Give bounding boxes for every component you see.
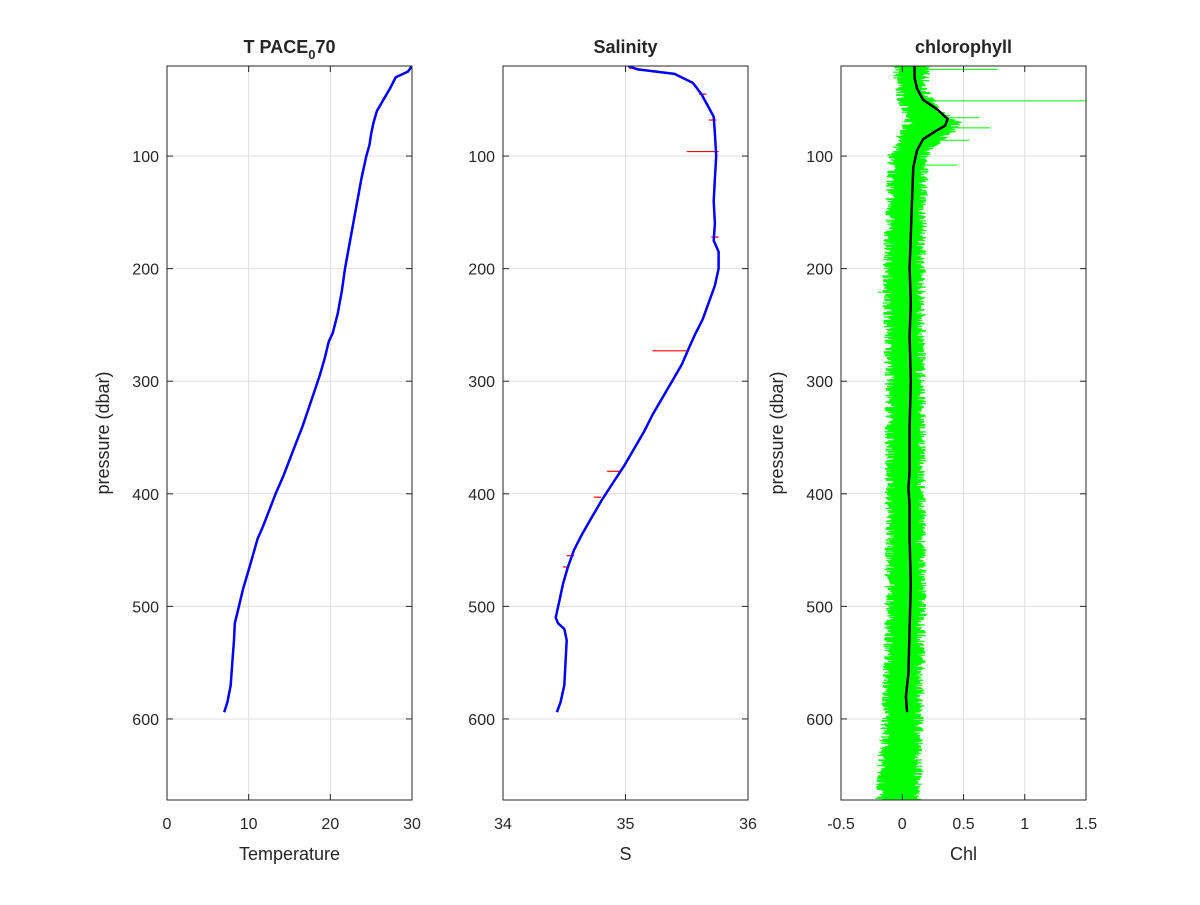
- x-axis-label: S: [619, 844, 631, 864]
- series-line: [554, 66, 720, 713]
- x-axis-label: Temperature: [239, 844, 340, 864]
- x-tick-label: 0: [898, 816, 907, 833]
- axes-3: -0.5 0 0.5 1 1.5 100 200 300 400 500 600 chlorophyl…: [767, 37, 1097, 864]
- title-suffix: 70: [315, 37, 335, 57]
- y-tick-label: 400: [132, 487, 159, 504]
- x-tick-label: 1: [1020, 816, 1029, 833]
- title-main: Salinity: [593, 37, 657, 57]
- data-layer: [875, 66, 1086, 800]
- axes-title: Salinity: [593, 37, 657, 57]
- data-layer: [554, 66, 720, 713]
- axes-title: chlorophyll: [915, 37, 1012, 57]
- y-tick-label: 500: [132, 599, 159, 616]
- y-tick-label: 200: [132, 262, 159, 279]
- y-tick-label: 500: [806, 599, 833, 616]
- y-tick-label: 100: [468, 149, 495, 166]
- y-tick-label: 300: [132, 374, 159, 391]
- y-tick-label: 200: [468, 262, 495, 279]
- y-tick-label: 400: [468, 487, 495, 504]
- x-tick-label: 35: [617, 816, 635, 833]
- y-tick-label: 100: [132, 149, 159, 166]
- title-subscript: 0: [308, 47, 315, 62]
- title-main: T PACE: [244, 37, 309, 57]
- axes-2: 34 35 36 100 200 300 400 500 600 Salinity S: [468, 37, 757, 864]
- x-tick-label: 1.5: [1075, 816, 1097, 833]
- y-tick-label: 600: [132, 712, 159, 729]
- y-tick-label: 300: [468, 374, 495, 391]
- axes-box: [166, 65, 413, 801]
- series-line: [904, 66, 949, 713]
- y-tick-label: 300: [806, 374, 833, 391]
- x-axis-label: Chl: [950, 844, 977, 864]
- x-tick-label: 34: [494, 816, 512, 833]
- x-tick-label: 10: [240, 816, 258, 833]
- y-tick-label: 500: [468, 599, 495, 616]
- y-tick-label: 200: [806, 262, 833, 279]
- y-tick-label: 600: [468, 712, 495, 729]
- data-layer: [223, 66, 412, 713]
- x-tick-label: 30: [403, 816, 421, 833]
- y-tick-label: 400: [806, 487, 833, 504]
- axes-title: T PACE070: [244, 37, 336, 62]
- title-main: chlorophyll: [915, 37, 1012, 57]
- y-axis-label: pressure (dbar): [93, 371, 113, 494]
- x-tick-label: -0.5: [827, 816, 855, 833]
- x-tick-label: 0: [163, 816, 172, 833]
- x-tick-label: 0.5: [952, 816, 974, 833]
- plot-background: [167, 66, 412, 800]
- series-line: [223, 66, 412, 713]
- y-tick-label: 100: [806, 149, 833, 166]
- y-axis-label: pressure (dbar): [767, 371, 787, 494]
- x-tick-label: 20: [321, 816, 339, 833]
- x-tick-label: 36: [739, 816, 757, 833]
- y-tick-label: 600: [806, 712, 833, 729]
